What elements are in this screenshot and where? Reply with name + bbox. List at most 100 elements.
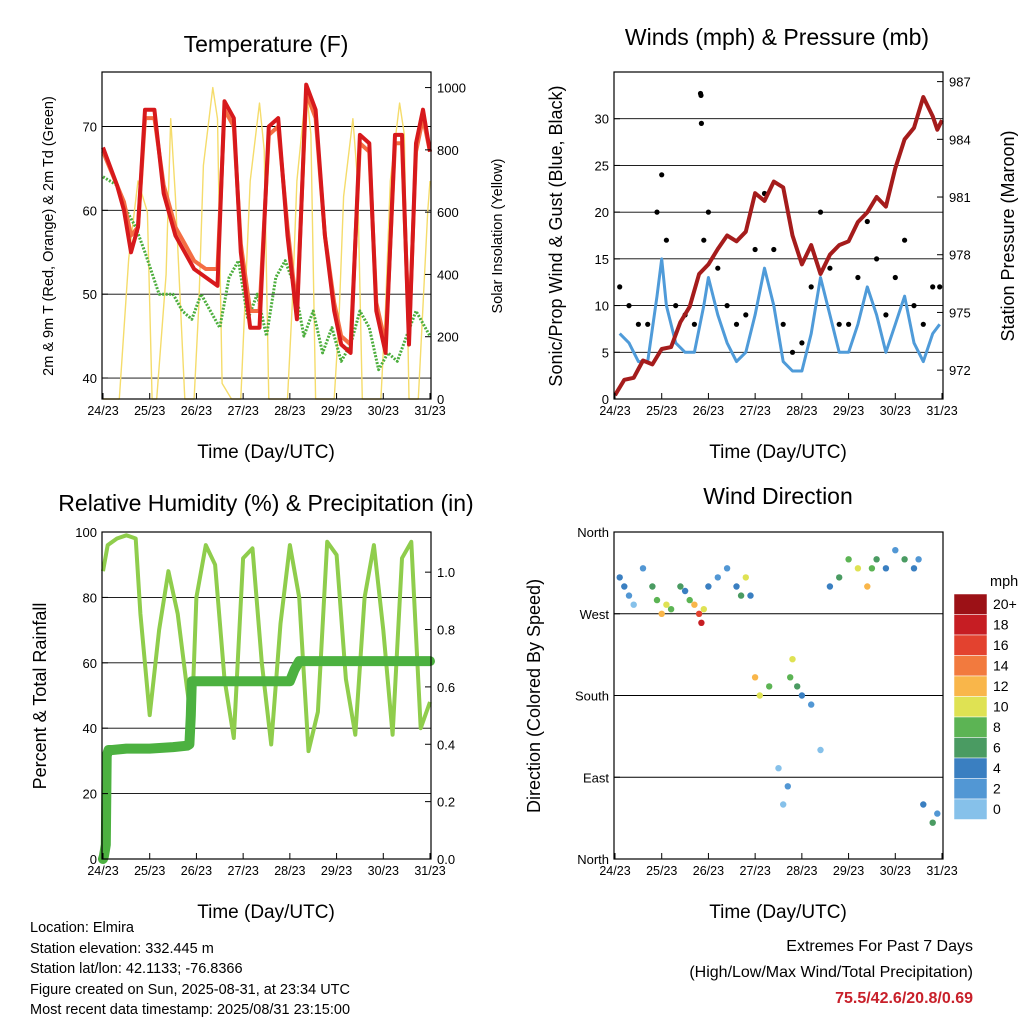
temp-2m-line (101, 82, 432, 355)
direction-point (649, 583, 656, 590)
gust-point (659, 172, 665, 178)
direction-point (854, 565, 862, 572)
legend-label: 8 (993, 719, 1001, 735)
y-tick-label: 30 (595, 112, 609, 127)
direction-point (794, 683, 801, 690)
gust-point (705, 209, 712, 215)
gust-point (930, 284, 936, 290)
y-tick-label: 0.0 (437, 852, 455, 867)
winds-title: Winds (mph) & Pressure (mb) (625, 24, 929, 50)
legend-label: 16 (993, 637, 1009, 653)
y-tick-label: 0.2 (437, 795, 455, 810)
y-tick-label: 0.6 (437, 680, 455, 695)
temperature-x-ticks: 24/23 25/23 26/23 27/23 28/23 29/23 30/23 31/23 (87, 393, 446, 418)
gust-point (733, 321, 740, 327)
gust-point (799, 340, 805, 346)
x-tick-label: 26/23 (181, 864, 212, 878)
direction-point (751, 674, 759, 681)
winds-y-label-left: Sonic/Prop Wind & Gust (Blue, Black) (546, 85, 566, 386)
y-tick-label: 200 (437, 330, 459, 345)
y-tick-label: 987 (949, 75, 971, 90)
x-tick-label: 27/23 (228, 404, 259, 418)
temperature-x-label: Time (Day/UTC) (197, 442, 335, 463)
y-tick-label: 40 (83, 371, 97, 386)
winds-plot-frame (613, 71, 944, 400)
station-elevation: Station elevation: 332.445 m (30, 940, 214, 957)
direction-point (658, 610, 665, 617)
winds-gridlines (614, 118, 943, 353)
winds-y-label-right: Station Pressure (Maroon) (998, 130, 1018, 341)
direction-point (639, 565, 647, 572)
legend-label: 6 (993, 740, 1001, 756)
x-tick-label: 29/23 (833, 404, 864, 418)
legend-swatch (953, 696, 988, 718)
winds-series (613, 90, 944, 397)
recent-timestamp: Most recent data timestamp: 2025/08/31 2… (30, 1002, 351, 1018)
gust-point (902, 237, 908, 243)
gust-point (724, 303, 730, 309)
direction-point (677, 583, 684, 590)
gust-point (920, 321, 926, 327)
direction-point (700, 606, 707, 613)
legend-swatch (953, 593, 988, 615)
pressure-line (613, 95, 944, 397)
y-tick-label: 972 (949, 363, 971, 378)
gust-point (771, 246, 777, 253)
gust-point (780, 321, 786, 327)
direction-point (737, 592, 745, 599)
direction-point (733, 583, 740, 590)
humidity-x-label: Time (Day/UTC) (197, 902, 335, 923)
direction-x-label: Time (Day/UTC) (709, 902, 847, 923)
direction-point (747, 592, 754, 599)
y-tick-label: North (577, 525, 609, 540)
figure-created: Figure created on Sun, 2025-08-31, at 23… (30, 981, 350, 998)
humidity-series (98, 533, 435, 864)
y-tick-label: 60 (83, 203, 97, 218)
gust-point (817, 209, 824, 215)
temperature-y-ticks-right: 0 200 400 600 800 1000 (425, 81, 466, 407)
x-tick-label: 27/23 (740, 864, 771, 878)
direction-point (698, 619, 705, 626)
y-tick-label: 0 (90, 852, 97, 867)
legend-title: mph (990, 574, 1018, 590)
y-tick-label: 20 (83, 787, 97, 802)
gust-point (715, 265, 721, 271)
humidity-x-ticks: 24/23 25/23 26/23 27/23 28/23 29/23 30/23 31/23 (87, 853, 446, 878)
y-tick-label: 400 (437, 267, 459, 282)
y-tick-label: 70 (83, 120, 97, 135)
x-tick-label: 28/23 (786, 404, 817, 418)
direction-point (780, 801, 787, 808)
humidity-y-ticks-left: 0 20 40 60 80 100 (75, 525, 108, 867)
legend-swatch (953, 716, 988, 738)
legend-label: 0 (993, 801, 1001, 817)
humidity-y-label-left: Percent & Total Rainfall (30, 603, 50, 790)
extremes-title: Extremes For Past 7 Days (786, 938, 973, 955)
sonic-wind-line (618, 257, 941, 373)
legend-swatch (953, 634, 988, 656)
y-tick-label: 5 (602, 345, 609, 360)
legend-label: 4 (993, 760, 1001, 776)
legend-swatch (953, 798, 988, 820)
x-tick-label: 25/23 (134, 864, 165, 878)
direction-point (686, 596, 693, 604)
legend-label: 14 (993, 658, 1009, 674)
legend-label: 2 (993, 781, 1001, 797)
winds-panel: Winds (mph) & Pressure (mb) 24/23 25/23 26… (546, 24, 1018, 463)
direction-point (826, 583, 834, 590)
x-tick-label: 24/23 (599, 404, 630, 418)
y-tick-label: 0 (437, 392, 444, 407)
gust-point (855, 274, 861, 281)
y-tick-label: 0.4 (437, 737, 455, 752)
direction-point (798, 692, 806, 699)
x-tick-label: 29/23 (833, 864, 864, 878)
direction-point (625, 592, 633, 599)
x-tick-label: 31/23 (926, 864, 957, 878)
gust-point (892, 274, 898, 281)
direction-point (756, 692, 763, 699)
direction-point (882, 565, 890, 572)
x-tick-label: 31/23 (414, 864, 445, 878)
winds-y-ticks-right: 972 975 978 981 984 987 (937, 75, 971, 378)
humidity-plot-frame (101, 531, 432, 860)
gust-point (874, 256, 880, 262)
